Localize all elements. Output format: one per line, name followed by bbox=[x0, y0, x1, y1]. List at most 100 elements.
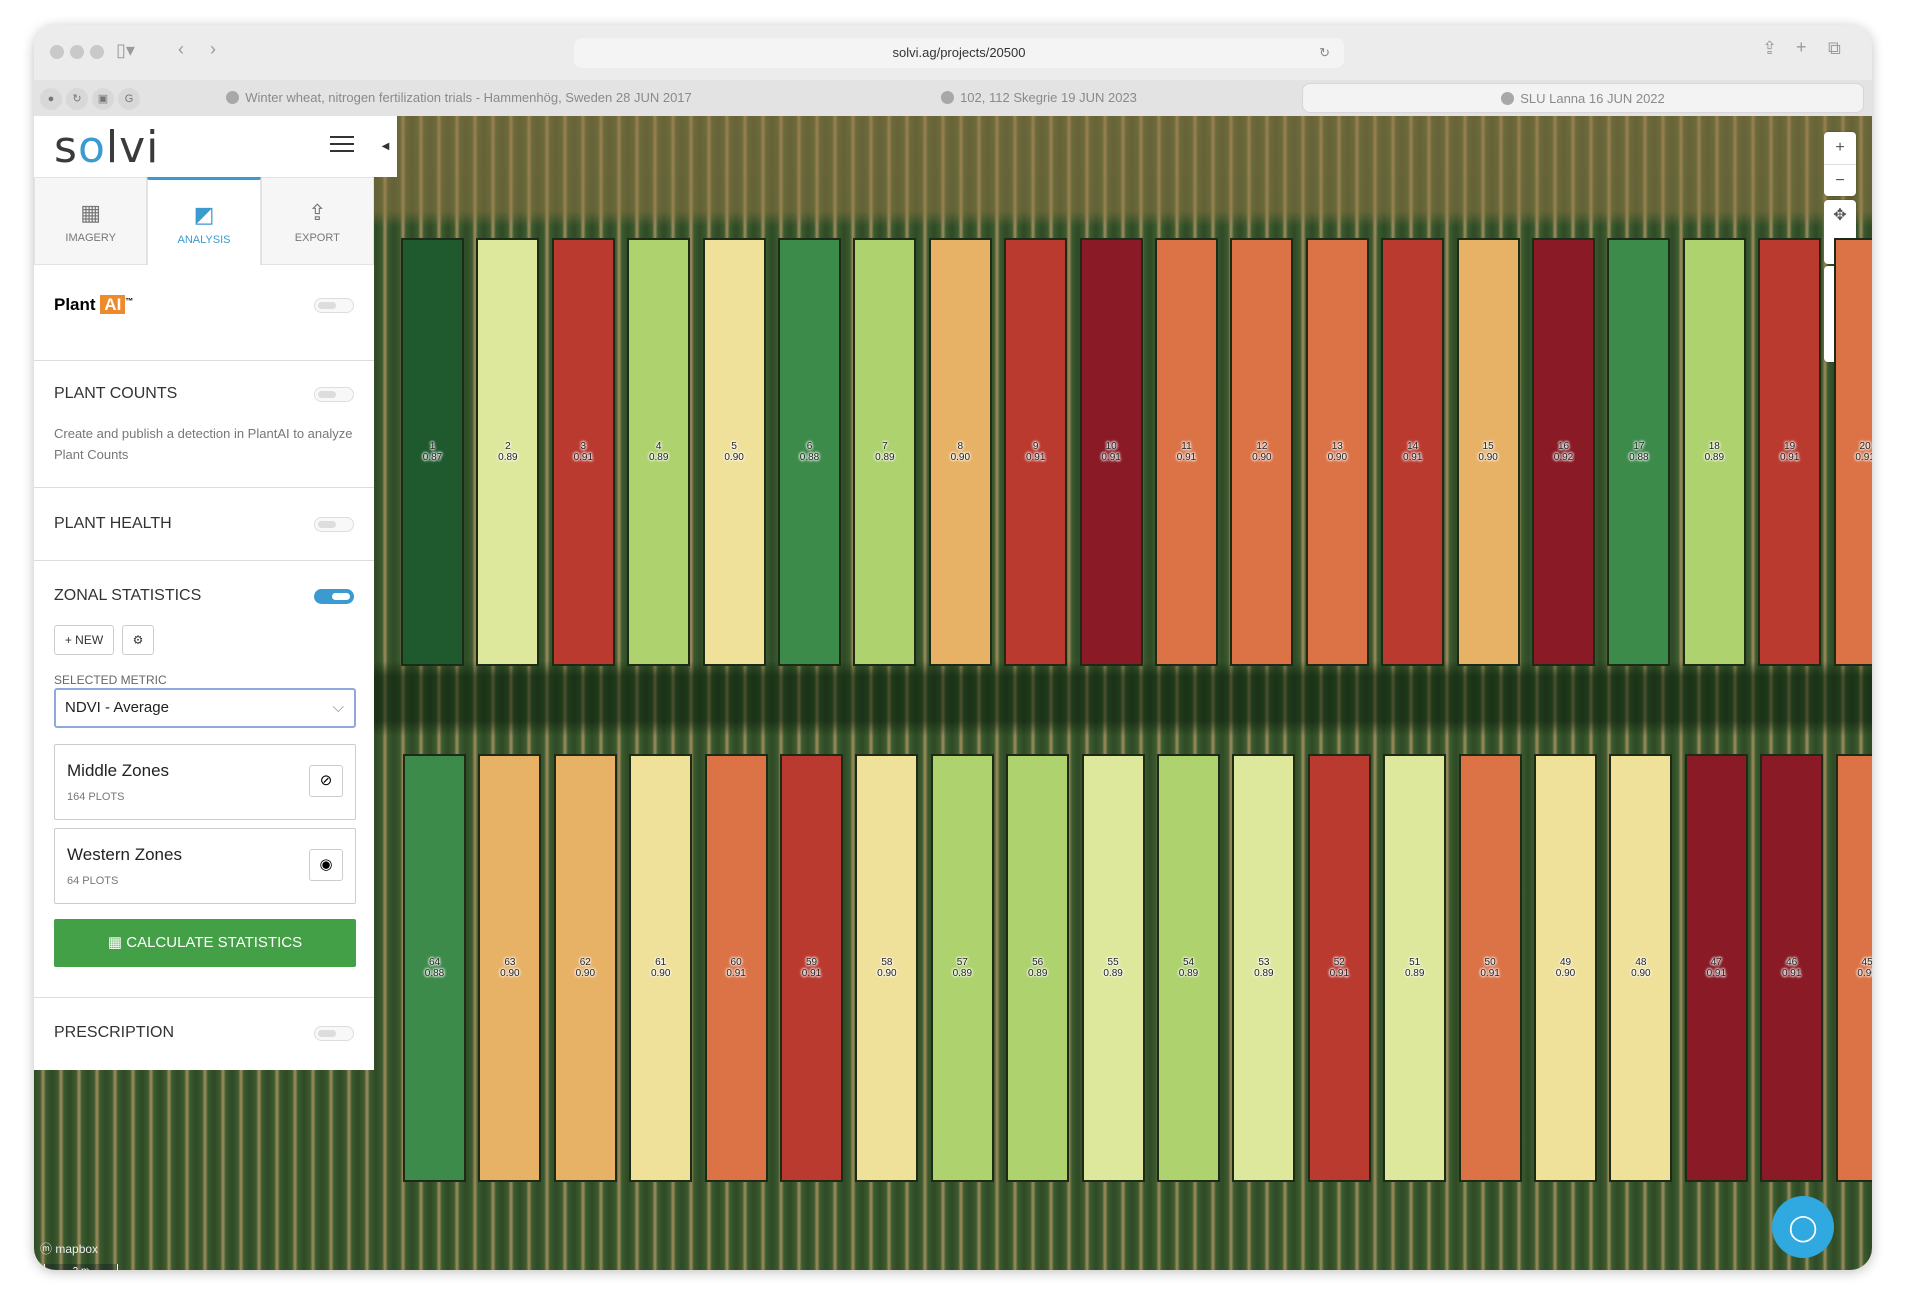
plantai-toggle[interactable] bbox=[314, 298, 354, 313]
maximize-window-button[interactable] bbox=[90, 45, 104, 59]
forward-icon[interactable]: › bbox=[210, 39, 216, 59]
plot-id: 50 bbox=[1484, 957, 1496, 968]
settings-button[interactable]: ⚙ bbox=[122, 625, 154, 655]
plot-49[interactable]: 49 0.90 bbox=[1534, 754, 1597, 1182]
plot-1[interactable]: 1 0.87 bbox=[401, 238, 464, 666]
plot-id: 55 bbox=[1107, 957, 1119, 968]
plot-4[interactable]: 4 0.89 bbox=[627, 238, 691, 666]
browser-tab[interactable]: 102, 112 Skegrie 19 JUN 2023 bbox=[754, 83, 1324, 113]
chat-button[interactable]: ◯ bbox=[1772, 1196, 1834, 1258]
pinned-tab[interactable]: G bbox=[118, 88, 140, 110]
calculate-statistics-button[interactable]: ▦ CALCULATE STATISTICS bbox=[54, 919, 356, 967]
plot-64[interactable]: 64 0.88 bbox=[403, 754, 466, 1182]
plot-id: 46 bbox=[1786, 957, 1798, 968]
prescription-toggle[interactable] bbox=[314, 1026, 354, 1041]
menu-icon[interactable] bbox=[330, 136, 354, 152]
plot-59[interactable]: 59 0.91 bbox=[780, 754, 843, 1182]
plant-health-toggle[interactable] bbox=[314, 517, 354, 532]
mapbox-logo[interactable]: ⓜ mapbox bbox=[40, 1242, 99, 1256]
pinned-tab[interactable]: ↻ bbox=[66, 88, 88, 110]
pinned-tab[interactable]: ▣ bbox=[92, 88, 114, 110]
plot-15[interactable]: 15 0.90 bbox=[1456, 238, 1520, 666]
tab-overview-icon[interactable]: ⧉ bbox=[1828, 38, 1841, 58]
plot-55[interactable]: 55 0.89 bbox=[1081, 754, 1145, 1182]
plot-47[interactable]: 47 0.91 bbox=[1684, 754, 1748, 1182]
map-view[interactable]: + − ✥ ➤ ↺ ➶ ↻ ◯ ⓜ mapbox 2 m 10.8720.893… bbox=[34, 116, 1872, 1270]
plot-57[interactable]: 57 0.89 bbox=[930, 754, 994, 1182]
browser-tab[interactable]: Winter wheat, nitrogen fertilization tri… bbox=[174, 83, 744, 113]
favicon-icon bbox=[226, 91, 240, 104]
plot-19[interactable]: 19 0.91 bbox=[1758, 238, 1822, 666]
sidebar-toggle-icon[interactable]: ▯▾ bbox=[116, 40, 135, 60]
browser-tab-active[interactable]: SLU Lanna 16 JUN 2022 bbox=[1302, 83, 1864, 113]
tab-analysis[interactable]: ◩ ANALYSIS bbox=[147, 177, 261, 265]
plot-label: 200.91 bbox=[1855, 441, 1872, 463]
plot-63[interactable]: 63 0.90 bbox=[478, 754, 542, 1182]
plot-61[interactable]: 61 0.90 bbox=[629, 754, 693, 1182]
plot-52[interactable]: 52 0.91 bbox=[1307, 754, 1371, 1182]
plot-2[interactable]: 2 0.89 bbox=[476, 238, 540, 666]
eye-off-icon[interactable]: ⊘ bbox=[309, 765, 343, 797]
plot-12[interactable]: 12 0.90 bbox=[1230, 238, 1294, 666]
minimize-window-button[interactable] bbox=[70, 45, 84, 59]
plot-13[interactable]: 13 0.90 bbox=[1305, 238, 1369, 666]
plot-label: 50 0.91 bbox=[1480, 957, 1499, 979]
solvi-logo[interactable]: solvi bbox=[54, 122, 160, 173]
plot-7[interactable]: 7 0.89 bbox=[853, 238, 917, 666]
collapse-sidebar-button[interactable]: ◀ bbox=[374, 116, 397, 177]
zoom-out-button[interactable]: − bbox=[1824, 164, 1856, 196]
tab-export[interactable]: ⇪ EXPORT bbox=[260, 177, 374, 265]
plot-id: 47 bbox=[1710, 957, 1722, 968]
plot-62[interactable]: 62 0.90 bbox=[553, 754, 617, 1182]
plot-11[interactable]: 11 0.91 bbox=[1155, 238, 1218, 666]
plot-45[interactable]: 450.90 bbox=[1835, 754, 1872, 1182]
plot-16[interactable]: 16 0.92 bbox=[1532, 238, 1595, 666]
plot-60[interactable]: 60 0.91 bbox=[704, 754, 768, 1182]
close-window-button[interactable] bbox=[50, 45, 64, 59]
plot-18[interactable]: 18 0.89 bbox=[1682, 238, 1746, 666]
pinned-tab[interactable]: ● bbox=[40, 88, 62, 110]
zone-card[interactable]: Middle Zones 164 PLOTS ⊘ bbox=[54, 744, 356, 820]
reload-icon[interactable]: ↻ bbox=[1319, 45, 1330, 60]
plot-6[interactable]: 6 0.88 bbox=[778, 238, 841, 666]
plant-counts-toggle[interactable] bbox=[314, 387, 354, 402]
plot-label: 2 0.89 bbox=[498, 441, 517, 463]
back-icon[interactable]: ‹ bbox=[178, 39, 184, 59]
plot-48[interactable]: 48 0.90 bbox=[1609, 754, 1673, 1182]
gear-icon: ⚙ bbox=[132, 633, 144, 647]
move-icon[interactable]: ✥ bbox=[1833, 207, 1847, 224]
plot-50[interactable]: 50 0.91 bbox=[1458, 754, 1522, 1182]
share-icon[interactable]: ⇪ bbox=[1762, 38, 1778, 58]
plot-58[interactable]: 58 0.90 bbox=[855, 754, 919, 1182]
zoom-in-button[interactable]: + bbox=[1835, 139, 1845, 156]
zonal-statistics-toggle[interactable] bbox=[314, 589, 354, 604]
plot-17[interactable]: 17 0.88 bbox=[1607, 238, 1671, 666]
plot-id: 63 bbox=[504, 957, 516, 968]
plot-label: 61 0.90 bbox=[651, 957, 670, 979]
tab-imagery[interactable]: ▦ IMAGERY bbox=[34, 177, 148, 265]
plot-9[interactable]: 9 0.91 bbox=[1004, 238, 1068, 666]
plot-46[interactable]: 46 0.91 bbox=[1760, 754, 1824, 1182]
title-bar: ▯▾ ‹ › solvi.ag/projects/20500 ↻ ⇪ + ⧉ bbox=[34, 25, 1872, 80]
plot-8[interactable]: 8 0.90 bbox=[928, 238, 992, 666]
zone-name: Western Zones bbox=[67, 845, 182, 864]
plot-56[interactable]: 56 0.89 bbox=[1006, 754, 1070, 1182]
plot-value: 0.91 bbox=[1706, 968, 1727, 979]
plot-51[interactable]: 51 0.89 bbox=[1383, 754, 1447, 1182]
eye-icon[interactable]: ◉ bbox=[309, 849, 343, 881]
plot-54[interactable]: 54 0.89 bbox=[1157, 754, 1220, 1182]
plot-14[interactable]: 14 0.91 bbox=[1381, 238, 1445, 666]
plot-10[interactable]: 10 0.91 bbox=[1079, 238, 1143, 666]
new-zone-button[interactable]: + NEW bbox=[54, 625, 114, 655]
plot-20[interactable]: 200.91 bbox=[1833, 238, 1872, 666]
plot-53[interactable]: 53 0.89 bbox=[1232, 754, 1296, 1182]
plot-3[interactable]: 3 0.91 bbox=[551, 238, 615, 666]
address-bar[interactable]: solvi.ag/projects/20500 ↻ bbox=[574, 38, 1344, 68]
zone-card[interactable]: Western Zones 64 PLOTS ◉ bbox=[54, 828, 356, 904]
new-tab-icon[interactable]: + bbox=[1796, 37, 1807, 57]
plot-5[interactable]: 5 0.90 bbox=[702, 238, 766, 666]
metric-select[interactable]: NDVI - Average ⌵ bbox=[54, 688, 356, 728]
sidebar: solvi ▦ IMAGERY ◩ ANALYSIS ⇪ EXPORT Plant A… bbox=[34, 116, 374, 1070]
plantai-logo: Plant AI ™ bbox=[54, 295, 133, 315]
plot-id: 8 bbox=[957, 441, 964, 452]
